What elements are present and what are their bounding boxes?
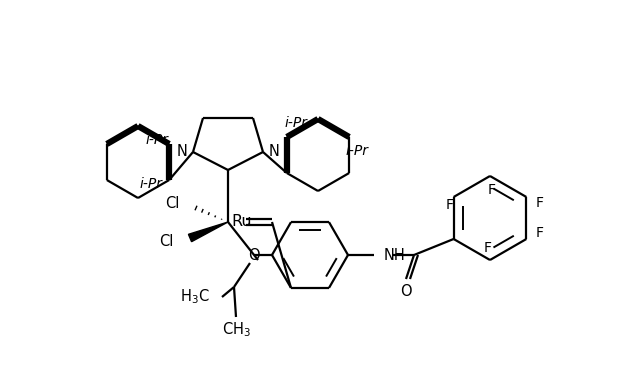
- Polygon shape: [188, 222, 228, 242]
- Text: NH: NH: [384, 247, 406, 262]
- Text: F: F: [536, 196, 543, 210]
- Text: i-Pr: i-Pr: [345, 144, 368, 158]
- Text: Ru: Ru: [231, 215, 252, 230]
- Text: H$_3$C: H$_3$C: [180, 288, 210, 306]
- Text: i-Pr: i-Pr: [140, 177, 163, 191]
- Text: Cl: Cl: [159, 234, 174, 249]
- Text: F: F: [536, 226, 543, 240]
- Text: i-Pr: i-Pr: [146, 133, 169, 147]
- Text: CH$_3$: CH$_3$: [221, 321, 250, 339]
- Text: F: F: [484, 241, 492, 255]
- Text: O: O: [400, 283, 412, 298]
- Text: i-Pr: i-Pr: [285, 116, 308, 130]
- Text: O: O: [248, 247, 260, 262]
- Text: N: N: [269, 144, 280, 159]
- Text: Cl: Cl: [166, 195, 180, 210]
- Text: F: F: [445, 198, 454, 212]
- Text: N: N: [176, 144, 187, 159]
- Text: F: F: [488, 183, 496, 197]
